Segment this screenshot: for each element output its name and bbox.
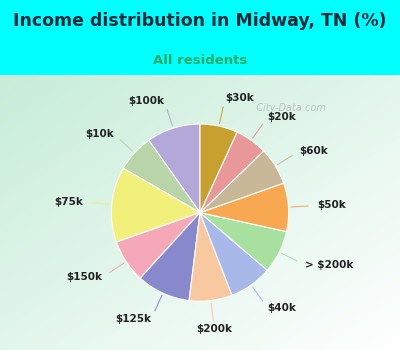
- Text: $100k: $100k: [128, 96, 164, 106]
- Text: $60k: $60k: [300, 146, 328, 156]
- Wedge shape: [200, 151, 284, 212]
- Text: Income distribution in Midway, TN (%): Income distribution in Midway, TN (%): [13, 12, 387, 30]
- Wedge shape: [111, 168, 200, 242]
- Text: $40k: $40k: [268, 303, 296, 313]
- Wedge shape: [200, 132, 264, 212]
- Text: $30k: $30k: [225, 93, 254, 103]
- Text: City-Data.com: City-Data.com: [250, 103, 326, 113]
- Text: All residents: All residents: [153, 54, 247, 67]
- Text: $125k: $125k: [115, 314, 151, 324]
- Text: $200k: $200k: [196, 324, 232, 334]
- Text: > $200k: > $200k: [305, 260, 353, 270]
- Wedge shape: [200, 183, 289, 232]
- Wedge shape: [200, 212, 267, 295]
- Wedge shape: [123, 140, 200, 212]
- Wedge shape: [200, 212, 286, 270]
- Text: $50k: $50k: [317, 201, 346, 210]
- Wedge shape: [189, 212, 232, 301]
- Text: $75k: $75k: [55, 197, 84, 207]
- Wedge shape: [116, 212, 200, 278]
- Text: $20k: $20k: [268, 112, 296, 122]
- Text: $150k: $150k: [66, 272, 102, 282]
- Wedge shape: [200, 124, 237, 212]
- Wedge shape: [140, 212, 200, 301]
- Wedge shape: [149, 124, 200, 212]
- Text: $10k: $10k: [85, 129, 114, 139]
